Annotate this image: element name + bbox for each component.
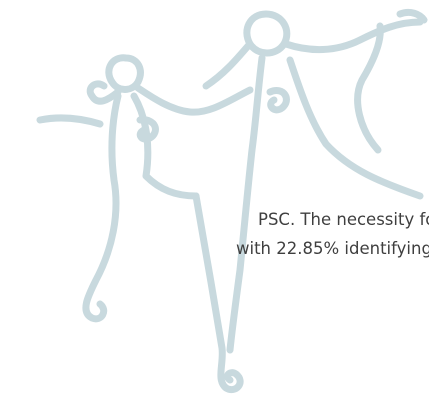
paragraph-line: with 22.85% identifying (236, 239, 429, 258)
page: PSC. The necessity for with 22.85% ident… (0, 0, 429, 405)
paragraph-line: PSC. The necessity for (258, 210, 429, 229)
dancers-illustration (40, 12, 424, 389)
